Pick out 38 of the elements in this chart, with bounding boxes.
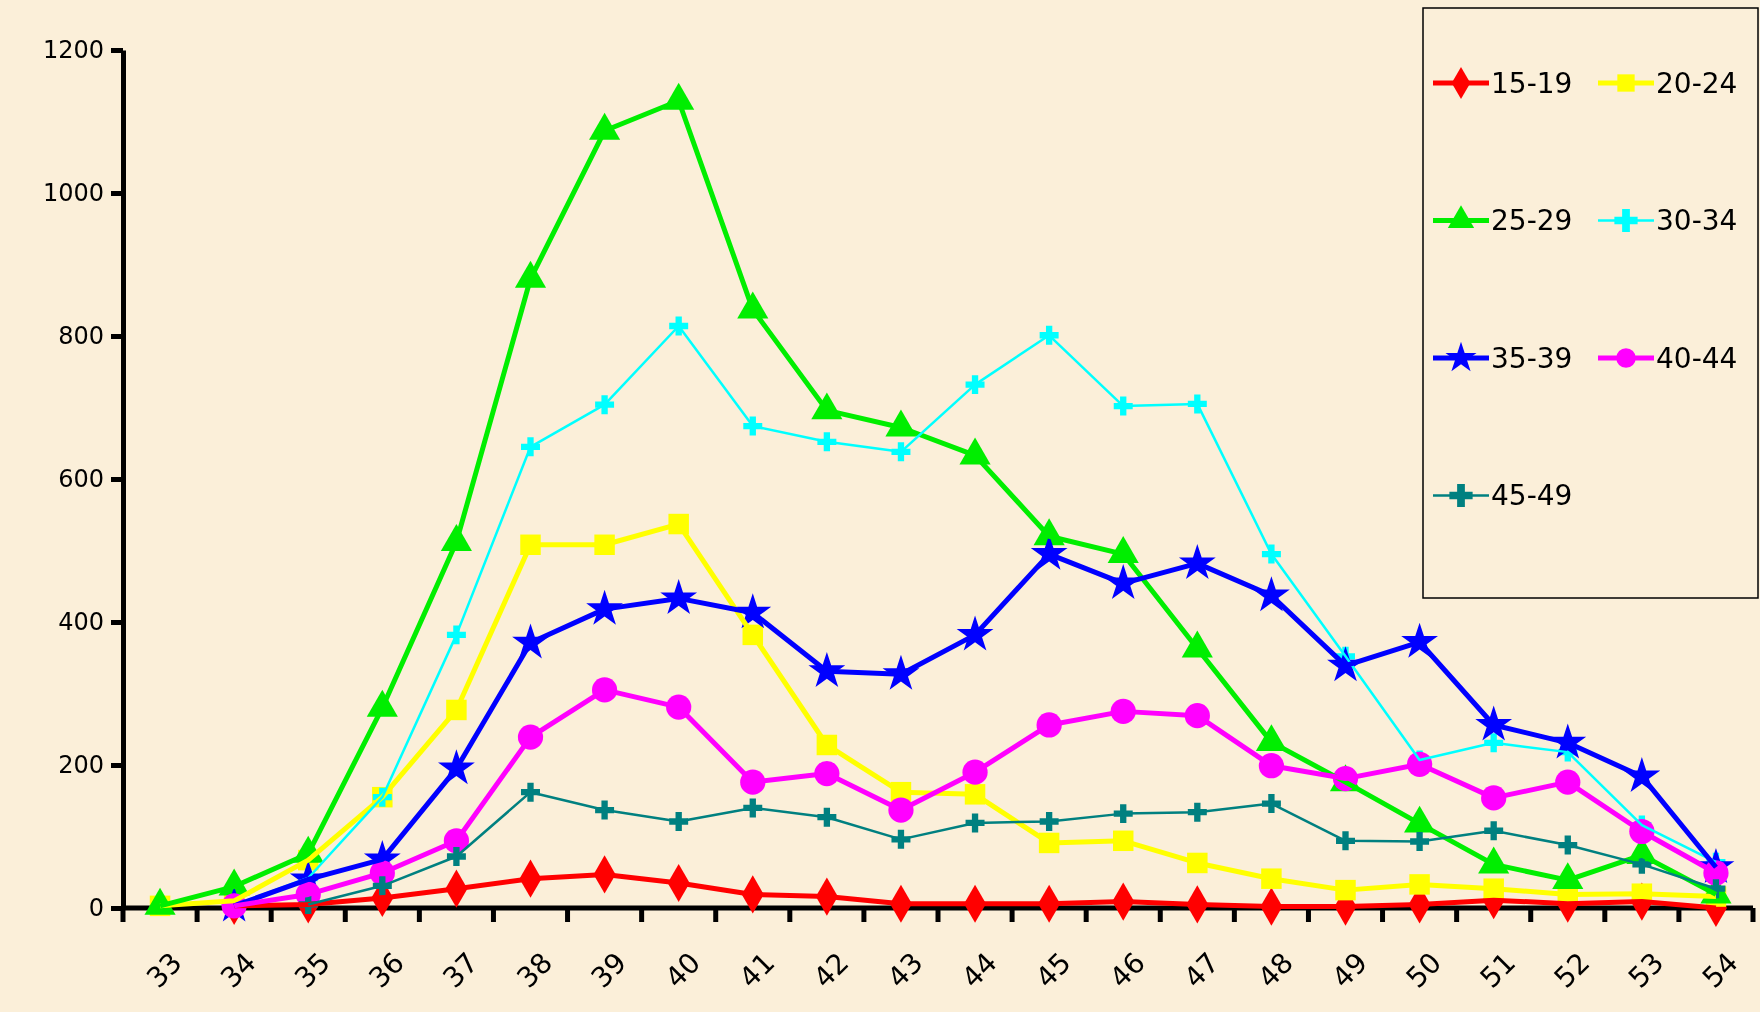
x-tick-label: 38 (510, 945, 559, 995)
legend-label: 20-24 (1656, 66, 1738, 100)
point (446, 847, 466, 867)
y-tick-label: 1000 (42, 179, 104, 208)
y-tick-label: 400 (58, 608, 104, 637)
x-tick-label: 43 (880, 945, 930, 995)
legend-label: 45-49 (1491, 479, 1573, 513)
y-tick-label: 0 (88, 894, 104, 923)
x-tick-label: 50 (1399, 945, 1449, 995)
legend-label: 25-29 (1491, 204, 1573, 238)
x-tick-label: 39 (584, 945, 634, 995)
x-tick-label: 37 (436, 945, 485, 995)
x-tick-label: 42 (806, 945, 856, 995)
x-tick-label: 52 (1547, 945, 1597, 995)
x-tick-label: 49 (1325, 945, 1374, 995)
y-tick-label: 600 (58, 465, 104, 494)
x-tick-label: 34 (214, 945, 263, 995)
legend-label: 30-34 (1656, 204, 1738, 238)
x-tick-label: 47 (1177, 945, 1226, 995)
legend-label: 35-39 (1491, 341, 1573, 375)
x-tick-label: 45 (1029, 945, 1078, 995)
x-tick-label: 53 (1621, 945, 1671, 995)
y-tick-label: 1200 (42, 36, 104, 65)
y-tick-label: 800 (58, 322, 104, 351)
y-tick-label: 200 (58, 751, 104, 780)
x-tick-label: 44 (954, 945, 1004, 995)
legend-label: 15-19 (1491, 66, 1573, 100)
x-tick-label: 41 (732, 945, 782, 995)
x-tick-label: 48 (1251, 945, 1300, 995)
x-tick-label: 54 (1695, 945, 1745, 995)
x-tick-label: 46 (1103, 945, 1152, 995)
point (595, 395, 615, 415)
x-tick-label: 40 (658, 945, 708, 995)
legend-label: 40-44 (1656, 341, 1738, 375)
x-tick-label: 36 (362, 945, 411, 995)
x-tick-label: 33 (139, 945, 189, 995)
x-tick-label: 35 (288, 945, 337, 995)
x-tick-label: 51 (1473, 945, 1523, 995)
